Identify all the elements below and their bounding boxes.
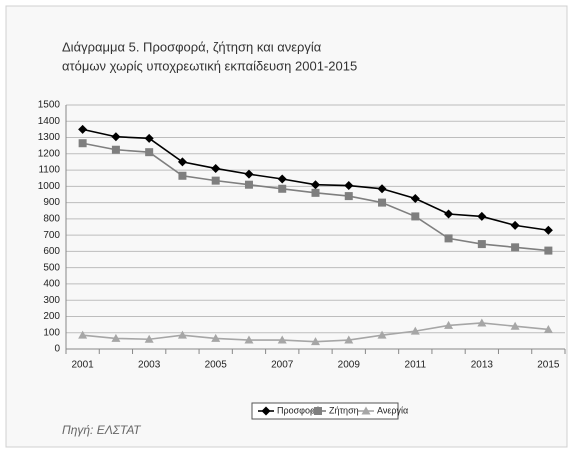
legend-label: Ζήτηση — [329, 405, 359, 415]
y-tick-label: 1300 — [38, 132, 61, 143]
y-tick-label: 500 — [43, 262, 60, 273]
marker — [277, 335, 287, 344]
marker — [311, 180, 320, 190]
y-tick-label: 1500 — [38, 100, 61, 111]
marker — [144, 133, 154, 143]
legend-label: Ανεργία — [377, 405, 408, 415]
marker — [444, 234, 453, 243]
y-tick-label: 1000 — [38, 181, 61, 192]
marker — [543, 324, 553, 333]
marker — [311, 188, 320, 197]
x-tick-label: 2007 — [271, 360, 294, 371]
marker — [244, 169, 254, 179]
marker — [78, 139, 87, 148]
marker — [510, 321, 520, 330]
marker — [510, 220, 520, 230]
marker — [543, 225, 553, 235]
marker — [410, 326, 420, 335]
marker — [261, 406, 271, 416]
marker — [244, 180, 253, 189]
marker — [344, 181, 354, 191]
y-tick-label: 0 — [54, 344, 60, 355]
marker — [344, 192, 353, 201]
y-tick-label: 800 — [43, 214, 60, 225]
marker — [477, 240, 486, 249]
marker — [78, 330, 88, 339]
marker — [78, 124, 88, 134]
y-tick-label: 900 — [43, 197, 60, 208]
marker — [177, 157, 187, 167]
marker — [311, 337, 320, 346]
source: Πηγή: ΕΛΣΤΑΤ — [62, 423, 142, 437]
y-tick-label: 100 — [43, 327, 60, 338]
marker — [444, 209, 454, 219]
marker — [361, 406, 371, 415]
marker — [111, 132, 121, 142]
marker — [377, 330, 387, 339]
marker — [145, 148, 154, 157]
marker — [544, 246, 553, 255]
chart-title: ατόμων χωρίς υποχρεωτική εκπαίδευση 2001… — [62, 58, 357, 73]
y-tick-label: 1200 — [38, 148, 61, 159]
x-tick-label: 2015 — [537, 360, 560, 371]
y-tick-label: 600 — [43, 246, 60, 257]
marker — [111, 145, 120, 154]
marker — [378, 198, 387, 207]
marker — [377, 184, 387, 194]
y-tick-label: 1400 — [38, 116, 61, 127]
y-tick-label: 1100 — [38, 165, 60, 176]
x-tick-label: 2011 — [405, 360, 427, 371]
legend-label: Προσφορά — [277, 405, 320, 415]
marker — [111, 333, 121, 342]
marker — [410, 194, 420, 204]
marker — [511, 243, 520, 252]
marker — [211, 176, 220, 185]
marker — [177, 330, 187, 339]
marker — [278, 184, 287, 193]
marker — [211, 333, 221, 342]
x-tick-label: 2001 — [72, 360, 95, 371]
marker — [477, 211, 487, 221]
marker — [411, 212, 420, 221]
panel — [5, 5, 568, 448]
marker — [144, 334, 154, 343]
x-tick-label: 2005 — [205, 360, 228, 371]
marker — [211, 163, 221, 173]
marker — [178, 171, 187, 180]
chart-title: Διάγραμμα 5. Προσφορά, ζήτηση και ανεργί… — [62, 39, 322, 54]
marker — [244, 335, 254, 344]
x-tick-label: 2009 — [338, 360, 361, 371]
marker — [444, 320, 454, 329]
y-tick-label: 200 — [43, 311, 60, 322]
marker — [277, 174, 287, 184]
y-tick-label: 300 — [43, 295, 60, 306]
y-tick-label: 700 — [43, 230, 60, 241]
marker — [344, 335, 354, 344]
marker — [314, 407, 322, 415]
y-tick-label: 400 — [43, 279, 60, 290]
x-tick-label: 2003 — [138, 360, 161, 371]
marker — [477, 318, 487, 327]
x-tick-label: 2013 — [471, 360, 494, 371]
